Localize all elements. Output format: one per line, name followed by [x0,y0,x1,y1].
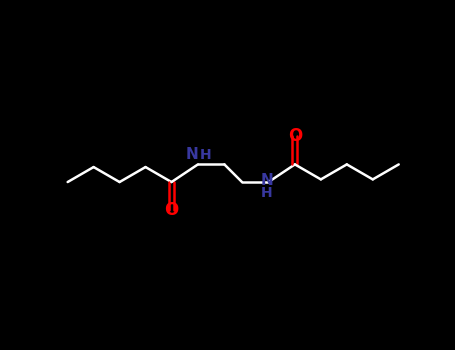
Text: O: O [288,127,302,145]
Text: O: O [164,201,179,219]
Text: N: N [185,147,198,162]
Text: N: N [260,173,273,188]
Text: H: H [200,148,212,162]
Text: H: H [261,186,273,200]
